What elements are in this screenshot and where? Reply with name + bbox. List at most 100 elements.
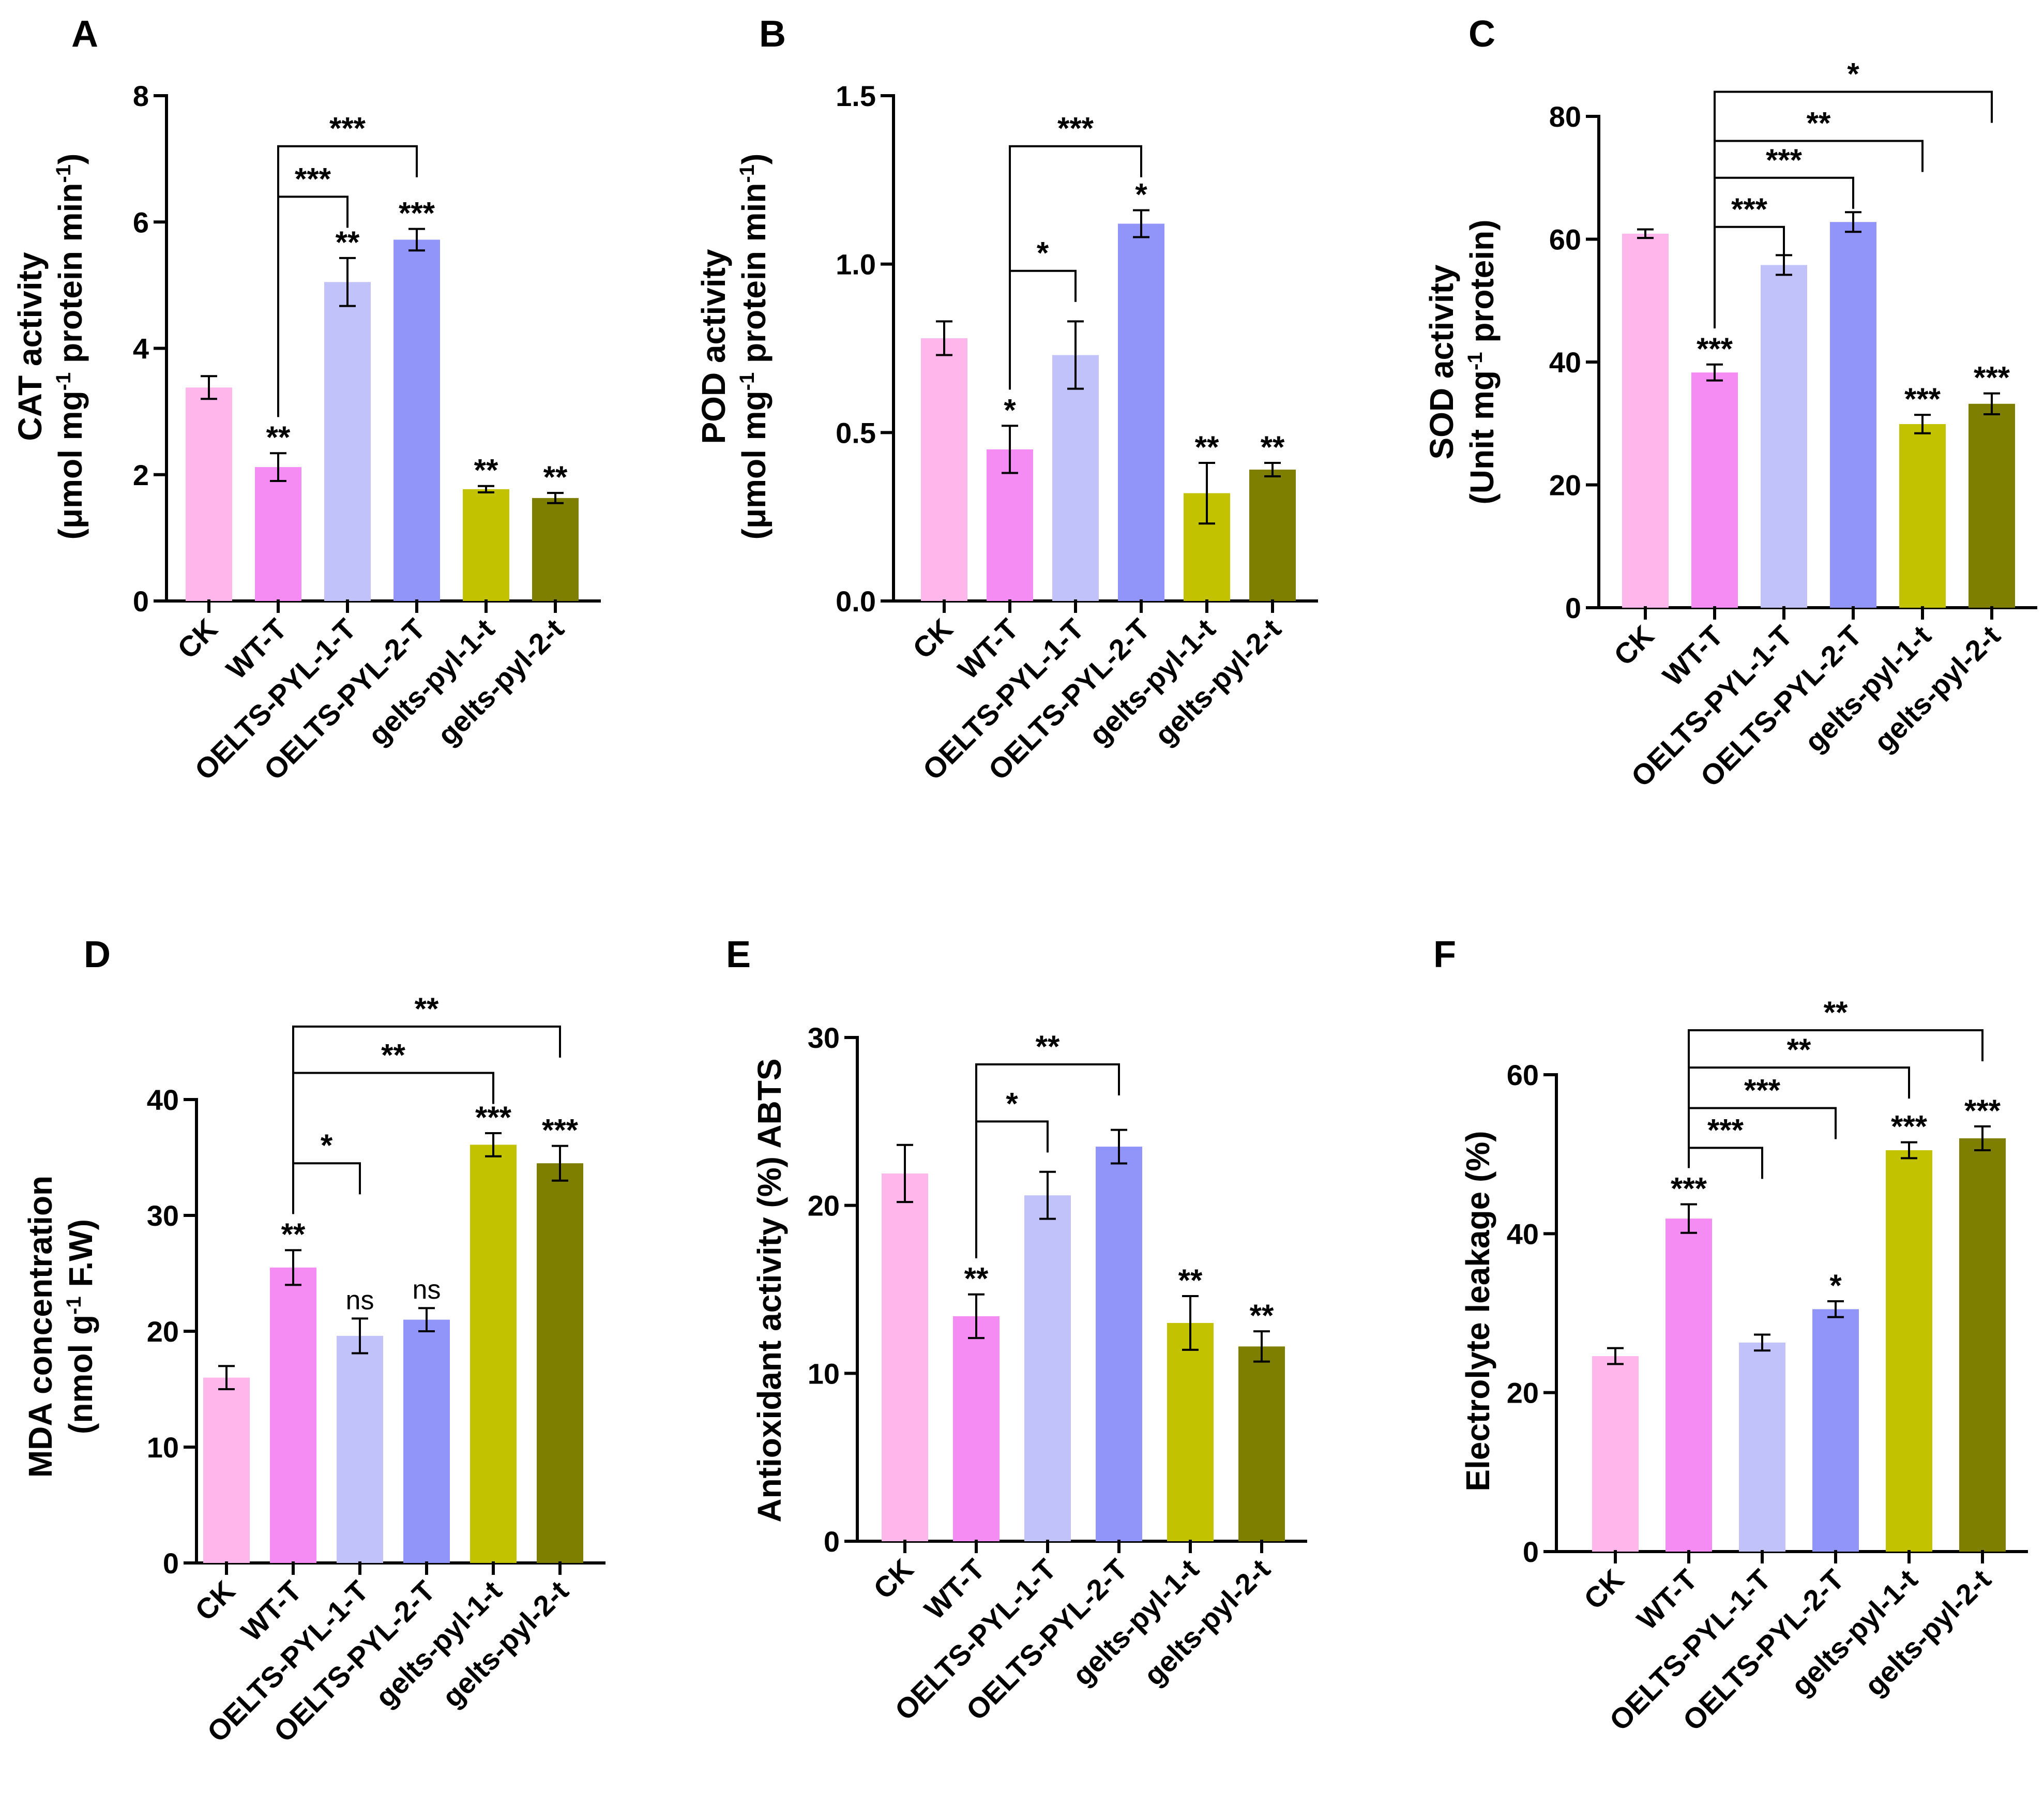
comparison-bracket	[1009, 145, 1142, 390]
bracket-label: *	[1847, 57, 1859, 92]
significance-label: ***	[475, 1100, 512, 1135]
y-axis-label: MDA concentration(nmol g-1 F.W)	[22, 1176, 99, 1478]
comparison-bracket	[292, 1025, 561, 1214]
significance-label: **	[266, 420, 291, 455]
y-axis-label-line2: (μmol mg	[52, 390, 89, 539]
bar	[1739, 1342, 1785, 1552]
y-axis-label-post: )	[735, 154, 773, 164]
comparison-bracket	[1714, 91, 1993, 328]
bracket-label: **	[1036, 1029, 1060, 1064]
y-tick-label: 40	[1507, 1217, 1539, 1250]
significance-label: **	[336, 225, 360, 260]
significance-label: **	[543, 460, 568, 494]
bracket-label: ***	[1744, 1073, 1781, 1108]
bar	[882, 1173, 928, 1541]
y-axis-label-mid: protein)	[1463, 219, 1501, 352]
y-axis-label-line2: (μmol mg	[735, 390, 773, 539]
bar	[532, 498, 579, 601]
bar	[537, 1163, 583, 1563]
significance-label: ***	[1671, 1171, 1707, 1206]
bar	[324, 282, 371, 601]
significance-label: **	[1195, 430, 1219, 464]
bar	[393, 239, 440, 601]
y-axis-label-mid: protein min	[735, 183, 773, 372]
bracket-label: ***	[329, 111, 366, 146]
comparison-bracket	[1688, 1029, 1984, 1168]
bar	[1969, 403, 2015, 608]
bar	[953, 1316, 1000, 1541]
y-tick-label: 30	[808, 1021, 840, 1054]
y-tick-label: 0	[1565, 592, 1581, 624]
bar	[1249, 469, 1296, 601]
bracket-label: **	[1824, 995, 1848, 1030]
y-tick-label: 1.0	[836, 248, 876, 281]
significance-label: **	[474, 453, 498, 488]
y-axis-label: Antioxidant activity (%) ABTS	[751, 1058, 788, 1522]
bar	[1096, 1147, 1142, 1541]
significance-label: ***	[1964, 1093, 2001, 1128]
bracket-label: ***	[1707, 1112, 1744, 1147]
y-axis-label-line2: (nmol g	[62, 1315, 99, 1434]
significance-label: **	[281, 1217, 306, 1252]
bar	[1959, 1138, 2006, 1552]
panel-label: E	[726, 934, 751, 975]
y-tick-label: 40	[147, 1084, 179, 1116]
y-axis-label-line1: MDA concentration	[22, 1176, 59, 1478]
bar	[987, 449, 1033, 601]
y-tick-label: 20	[147, 1315, 179, 1348]
y-axis-label: SOD activity(Unit mg-1 protein)	[1423, 219, 1501, 504]
y-axis-label-sup2: -1	[736, 164, 759, 183]
bar	[203, 1377, 250, 1563]
y-tick-label: 0.0	[836, 585, 876, 618]
bar	[1167, 1322, 1214, 1541]
y-axis-label-sup: -1	[52, 372, 75, 391]
significance-label: *	[1004, 393, 1016, 427]
y-axis-label-mid: protein min	[52, 183, 89, 372]
bar	[1118, 223, 1164, 601]
y-tick-label: 8	[133, 80, 149, 112]
y-axis-label-line2: (Unit mg	[1463, 370, 1501, 505]
bar	[1052, 355, 1099, 601]
y-tick-label: 0	[1523, 1536, 1539, 1568]
y-tick-label: 6	[133, 206, 149, 238]
y-axis-label-sup: -1	[1464, 352, 1487, 370]
y-axis-label-sup2: -1	[52, 164, 75, 183]
bar	[1691, 372, 1738, 608]
y-tick-label: 10	[147, 1431, 179, 1464]
panel-label: D	[84, 934, 111, 975]
bar	[1024, 1195, 1071, 1541]
bar	[186, 387, 232, 601]
significance-label: **	[1178, 1263, 1203, 1298]
y-tick-label: 0	[133, 585, 149, 618]
y-tick-label: 80	[1549, 100, 1581, 133]
significance-label: **	[964, 1261, 989, 1296]
y-tick-label: 2	[133, 459, 149, 491]
bar	[1761, 265, 1807, 608]
significance-label: *	[1829, 1268, 1842, 1303]
panel-label: B	[759, 13, 786, 55]
significance-label: **	[1261, 430, 1285, 464]
y-axis-label-sup: -1	[736, 372, 759, 391]
comparison-bracket	[975, 1063, 1120, 1258]
bar	[337, 1335, 383, 1563]
y-axis-label: Electrolyte leakage (%)	[1459, 1131, 1496, 1491]
bracket-label: ***	[295, 161, 331, 196]
y-tick-label: 4	[133, 333, 149, 365]
y-axis-label-mid: F.W)	[62, 1219, 99, 1296]
significance-label: ***	[1974, 360, 2010, 395]
bracket-label: *	[1037, 236, 1049, 270]
significance-label: ***	[1697, 332, 1733, 366]
y-tick-label: 0.5	[836, 416, 876, 449]
significance-label: ***	[399, 196, 435, 231]
bracket-label: **	[1807, 106, 1831, 141]
significance-label: ***	[1904, 382, 1941, 416]
bar	[1238, 1346, 1285, 1541]
y-tick-label: 20	[1549, 469, 1581, 502]
significance-label: ns	[346, 1285, 374, 1315]
significance-label: ns	[413, 1275, 441, 1305]
y-tick-label: 20	[1507, 1377, 1539, 1409]
bar	[921, 338, 967, 601]
bracket-label: **	[381, 1037, 405, 1072]
